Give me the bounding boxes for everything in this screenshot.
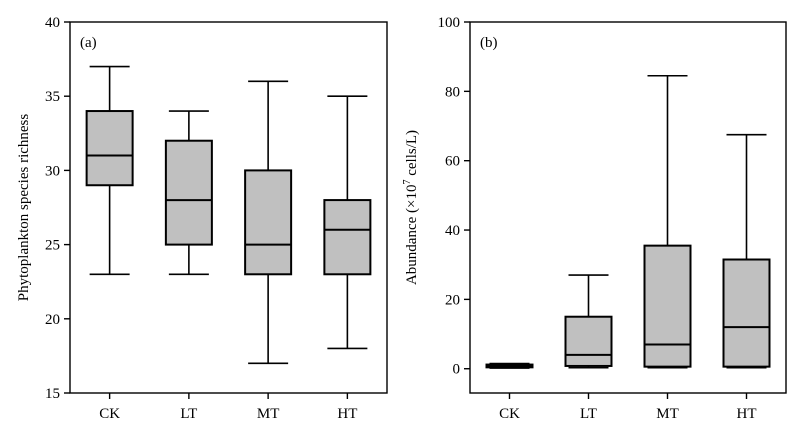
x-tick-label: LT	[580, 406, 597, 422]
iqr-box	[164, 139, 213, 246]
iqr-box	[244, 169, 293, 276]
y-tick-label: 20	[45, 312, 60, 328]
x-tick-label: HT	[337, 406, 357, 422]
x-tick-label: LT	[180, 406, 197, 422]
y-tick-label: 80	[445, 84, 460, 100]
box-ht	[722, 133, 771, 369]
y-tick-label: 30	[45, 163, 60, 179]
iqr-box	[85, 110, 134, 187]
x-tick-label: HT	[737, 406, 757, 422]
y-tick-label: 60	[445, 154, 460, 170]
y-tick-label: 20	[445, 292, 460, 308]
box-ck	[485, 362, 534, 369]
y-tick-label: 40	[45, 15, 60, 31]
y-tick-label: 15	[45, 386, 60, 402]
box-mt	[643, 74, 692, 369]
plot-frame	[69, 21, 388, 394]
iqr-box	[722, 258, 771, 368]
iqr-box	[564, 315, 613, 367]
panel-label: (a)	[80, 35, 97, 51]
box-ht	[323, 95, 372, 350]
plot-frame	[469, 21, 787, 394]
iqr-box	[323, 199, 372, 276]
x-tick-label: CK	[99, 406, 120, 422]
y-tick-label: 25	[45, 238, 60, 254]
y-axis-label: Phytoplankton species richness	[16, 114, 32, 302]
panel-label: (b)	[480, 35, 498, 51]
box-lt	[164, 110, 213, 276]
panel-a-richness: 15 20 25 30 35 40 CK LT MT HT (a) Phytoplankton spe…	[16, 15, 388, 422]
box-mt	[244, 80, 293, 365]
x-tick-label: MT	[656, 406, 679, 422]
y-tick-label: 0	[453, 362, 461, 378]
x-tick-label: CK	[499, 406, 520, 422]
panel-b-abundance: 0 20 40 60 80 100 CK LT MT HT (b) Abundance (×107 c…	[402, 15, 787, 422]
iqr-box	[643, 244, 692, 368]
box-ck	[85, 65, 134, 276]
box-lt	[564, 274, 613, 369]
y-tick-label: 100	[438, 15, 461, 31]
x-tick-label: MT	[257, 406, 280, 422]
y-axis-label: Abundance (×107 cells/L)	[402, 130, 420, 285]
y-tick-label: 35	[45, 89, 60, 105]
y-tick-label: 40	[445, 223, 460, 239]
